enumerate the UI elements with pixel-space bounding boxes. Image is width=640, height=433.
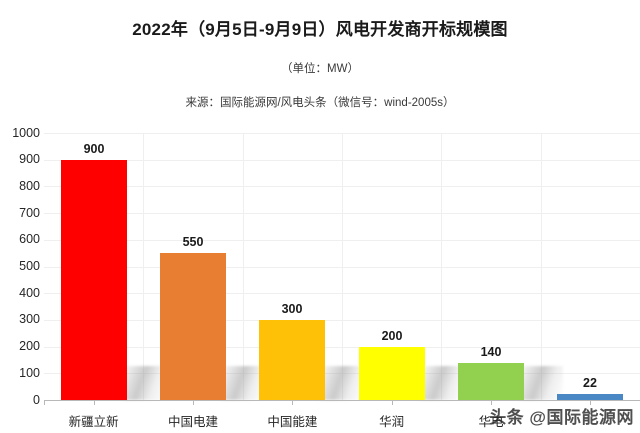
bar-4[interactable]	[359, 346, 425, 400]
plot-area	[44, 133, 640, 400]
x-axis-label-3: 中国能建	[267, 415, 318, 429]
chart-title: 2022年（9月5日-9月9日）风电开发商开标规模图	[132, 20, 508, 39]
x-axis-tick	[193, 400, 194, 405]
bar-value-label: 550	[182, 235, 204, 250]
x-axis-label-5: 华电	[478, 415, 504, 429]
bar-6[interactable]	[557, 394, 623, 400]
x-axis-tick	[94, 400, 95, 405]
gridline-vertical	[441, 133, 442, 400]
y-axis-tick-label: 100	[19, 365, 40, 380]
y-axis-tick-label: 400	[19, 285, 40, 300]
y-axis-tick-label: 600	[19, 232, 40, 247]
gridline-vertical	[243, 133, 244, 400]
bar-value-label: 200	[381, 328, 403, 343]
y-axis-tick-label: 300	[19, 312, 40, 327]
x-axis-tick	[44, 400, 45, 405]
bar-2[interactable]	[160, 253, 226, 400]
bar-5[interactable]	[458, 362, 524, 400]
x-axis-label-4: 华润	[379, 415, 405, 429]
y-axis-tick-label: 1000	[12, 125, 40, 140]
y-axis-tick-label: 900	[19, 152, 40, 167]
gridline-vertical	[143, 133, 144, 400]
gridline-vertical	[541, 133, 542, 400]
chart-unit-note: （单位：MW）	[281, 63, 359, 75]
x-axis-tick	[392, 400, 393, 405]
chart-source-note: 来源：国际能源网/风电头条（微信号：wind-2005s）	[185, 97, 455, 109]
y-axis-tick-label: 500	[19, 259, 40, 273]
y-axis-tick-label: 200	[19, 339, 40, 354]
y-axis-tick-label: 0	[33, 392, 40, 407]
bar-value-label: 300	[281, 301, 303, 316]
bar-value-label: 140	[480, 344, 502, 359]
bar-value-label: 22	[583, 376, 597, 391]
gridline-vertical	[342, 133, 343, 400]
x-axis-tick	[590, 400, 591, 405]
x-axis-tick	[292, 400, 293, 405]
x-axis-line	[44, 400, 640, 401]
x-axis-label-2: 中国电建	[167, 415, 218, 429]
bar-1[interactable]	[61, 159, 127, 400]
x-axis-tick	[491, 400, 492, 405]
bar-3[interactable]	[259, 319, 325, 400]
y-axis-tick-label: 800	[19, 178, 40, 193]
y-axis-tick-label: 700	[19, 205, 40, 220]
bar-value-label: 900	[83, 141, 105, 156]
x-axis-label-1: 新疆立新	[68, 415, 119, 429]
